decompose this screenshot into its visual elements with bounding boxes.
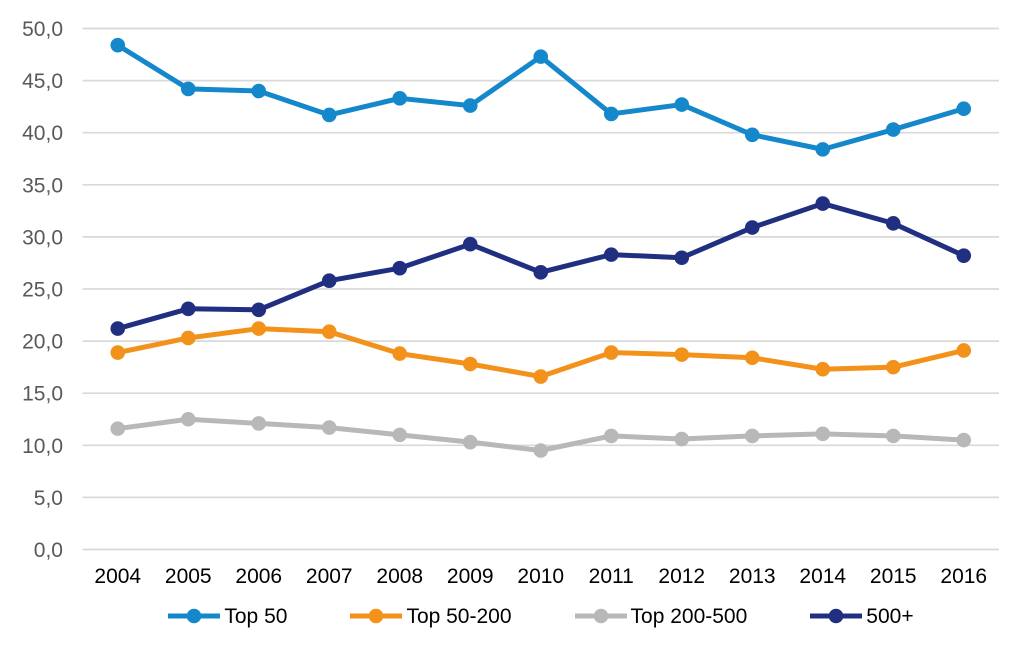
data-point-top-50-200-2010 <box>533 369 549 384</box>
data-point-top-50-200-2005 <box>180 330 196 346</box>
legend-item-top-200-500: Top 200-500 <box>574 604 748 628</box>
data-point-top-50-200-2009 <box>462 356 478 372</box>
data-point-top-200-500-2005 <box>180 411 196 427</box>
x-axis-tick-label: 2011 <box>589 565 634 588</box>
data-point-top-200-500-2012 <box>674 431 690 447</box>
y-axis-tick-label: 45,0 <box>22 70 63 93</box>
data-point-top-200-500-2007 <box>321 420 337 435</box>
data-point-top-200-500-2006 <box>251 416 267 431</box>
data-point-top-50-200-2006 <box>251 321 267 336</box>
legend-marker-icon <box>350 608 403 624</box>
x-axis-tick-label: 2016 <box>940 565 987 588</box>
data-point-top-200-500-2008 <box>392 427 408 443</box>
x-axis-tick-label: 2007 <box>306 565 353 588</box>
data-point-top-200-500-2013 <box>744 428 760 444</box>
y-axis-tick-label: 10,0 <box>22 435 63 458</box>
data-point-top-50-200-2016 <box>956 343 972 358</box>
data-point-top-200-500-2011 <box>603 428 619 444</box>
data-point-top-50-200-2014 <box>815 361 831 377</box>
x-axis-tick-label: 2014 <box>799 565 846 588</box>
y-axis-tick-label: 35,0 <box>22 174 63 197</box>
data-point-top-50-200-2004 <box>110 345 126 360</box>
data-point-top-50-200-2011 <box>603 345 619 360</box>
legend-marker-icon <box>574 608 627 624</box>
x-axis-tick-label: 2012 <box>658 565 705 588</box>
legend-label: Top 200-500 <box>630 604 748 628</box>
data-point-top-200-500-2009 <box>462 434 478 450</box>
y-axis-tick-label: 50,0 <box>22 18 63 41</box>
legend-label: 500+ <box>866 604 914 628</box>
data-point-500-2015 <box>885 216 901 231</box>
data-point-top-50-2010 <box>533 49 549 64</box>
data-point-500-2011 <box>603 247 619 262</box>
data-point-top-200-500-2010 <box>533 443 549 458</box>
data-point-500-2012 <box>674 250 690 266</box>
legend-label: Top 50-200 <box>406 604 512 628</box>
legend: Top 50 Top 50-200 Top 200-500 500+ <box>82 600 999 632</box>
data-point-top-200-500-2014 <box>815 426 831 442</box>
x-axis-tick-label: 2013 <box>729 565 776 588</box>
y-axis-tick-label: 5,0 <box>34 487 63 510</box>
data-point-500-2004 <box>110 321 126 336</box>
data-point-500-2014 <box>815 196 831 211</box>
data-point-top-50-2015 <box>885 122 901 137</box>
data-point-500-2008 <box>392 260 408 276</box>
data-point-500-2016 <box>956 248 972 263</box>
x-axis-tick-label: 2006 <box>235 565 282 588</box>
x-axis-tick-label: 2008 <box>376 565 423 588</box>
data-point-top-200-500-2016 <box>956 432 972 448</box>
data-point-top-50-200-2013 <box>744 350 760 366</box>
y-axis-tick-label: 40,0 <box>22 122 63 145</box>
legend-item-top-50: Top 50 <box>167 606 287 627</box>
data-point-500-2006 <box>251 302 267 318</box>
y-axis-tick-label: 15,0 <box>22 383 63 406</box>
y-axis-tick-label: 25,0 <box>22 279 63 302</box>
x-axis-tick-label: 2010 <box>517 565 564 588</box>
data-point-top-50-200-2012 <box>674 347 690 362</box>
y-axis-tick-label: 0,0 <box>34 539 63 562</box>
x-axis-tick-label: 2009 <box>447 565 494 588</box>
data-point-top-50-2016 <box>956 101 972 117</box>
data-point-top-50-2005 <box>180 81 196 97</box>
legend-label: Top 50 <box>224 604 288 628</box>
legend-item-top-50-200: Top 50-200 <box>349 604 512 628</box>
data-point-top-50-2004 <box>110 37 126 53</box>
data-point-top-50-200-2007 <box>321 324 337 340</box>
data-point-top-200-500-2015 <box>885 428 901 444</box>
data-point-top-50-200-2008 <box>392 346 408 361</box>
data-point-top-50-200-2015 <box>885 359 901 375</box>
legend-marker-icon <box>810 608 863 624</box>
data-point-top-200-500-2004 <box>110 421 126 436</box>
data-point-500-2007 <box>321 273 337 288</box>
data-point-top-50-2009 <box>462 98 478 113</box>
y-axis-tick-label: 20,0 <box>22 331 63 354</box>
data-point-500-2009 <box>462 236 478 252</box>
y-axis-tick-label: 30,0 <box>22 226 63 249</box>
data-point-top-50-2008 <box>392 91 408 106</box>
x-axis-tick-label: 2015 <box>870 565 917 588</box>
x-axis-tick-label: 2004 <box>94 565 141 588</box>
data-point-500-2010 <box>533 265 549 280</box>
data-point-500-2005 <box>180 301 196 317</box>
data-point-top-50-2014 <box>815 142 831 157</box>
data-point-top-50-2011 <box>603 106 619 122</box>
data-point-500-2013 <box>744 220 760 235</box>
data-point-top-50-2012 <box>674 97 690 112</box>
legend-item-500: 500+ <box>809 604 914 628</box>
data-point-top-50-2013 <box>744 127 760 143</box>
data-point-top-50-2006 <box>251 83 267 99</box>
data-point-top-50-2007 <box>321 107 337 123</box>
legend-marker-icon <box>168 608 221 624</box>
x-axis-tick-label: 2005 <box>165 565 212 588</box>
